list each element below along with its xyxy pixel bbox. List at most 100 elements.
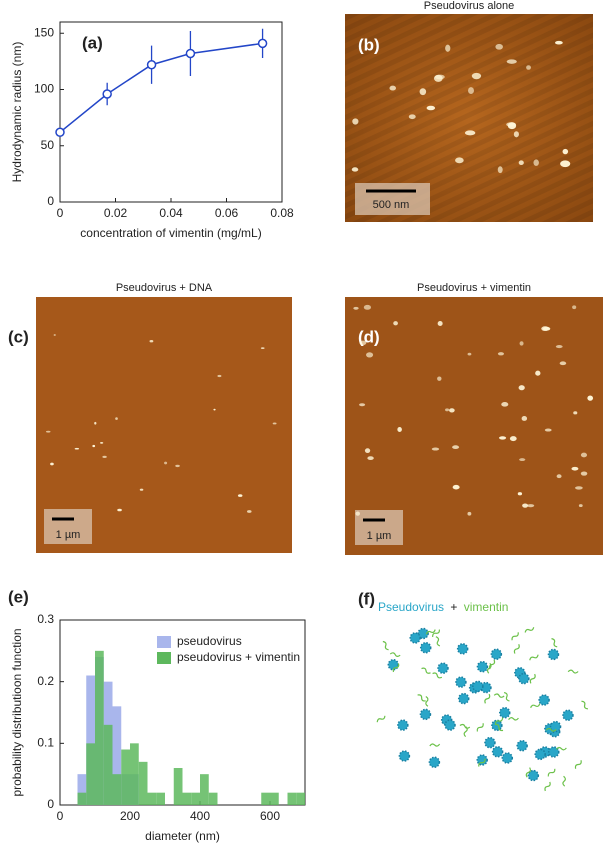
virus-icon — [562, 709, 574, 722]
vimentin-fiber — [530, 703, 541, 709]
afm-particle — [580, 471, 588, 476]
panel-label: (a) — [82, 33, 103, 52]
scale-label: 500 nm — [373, 199, 410, 211]
afm-particle — [351, 167, 359, 172]
vimentin-fiber — [547, 768, 556, 777]
vimentin-fiber — [525, 767, 532, 778]
image-title: Pseudovirus + vimentin — [417, 282, 531, 294]
x-tick-label: 0.04 — [159, 206, 183, 220]
x-tick-label: 0 — [57, 809, 64, 823]
afm-particle — [467, 352, 472, 356]
afm-particle — [535, 370, 541, 376]
afm-particle — [359, 340, 367, 346]
data-point — [55, 127, 65, 137]
vimentin-fiber — [484, 693, 491, 704]
vimentin-fiber — [432, 672, 443, 679]
afm-particle — [272, 422, 277, 425]
afm-particle — [573, 411, 578, 415]
afm-particle — [237, 494, 243, 497]
afm-particle — [353, 306, 359, 310]
afm-particle — [542, 326, 551, 331]
afm-particle — [555, 40, 563, 45]
afm-particle — [526, 65, 531, 70]
image-title: Pseudovirus alone — [424, 0, 515, 12]
virus-icon — [549, 720, 562, 733]
vimentin-fiber — [529, 673, 536, 684]
afm-particle — [437, 376, 442, 381]
afm-particle — [544, 428, 552, 432]
afm-particle — [495, 43, 503, 50]
x-tick-label: 0 — [57, 206, 64, 220]
hist-bar — [103, 724, 113, 805]
x-axis-label: concentration of vimentin (mg/mL) — [80, 226, 261, 240]
vimentin-fiber — [551, 638, 558, 648]
afm-particle — [389, 85, 396, 91]
virus-icon — [534, 748, 546, 761]
afm-particle — [452, 445, 460, 449]
y-tick-label: 0.2 — [37, 674, 54, 688]
vimentin-fiber — [435, 636, 441, 647]
vimentin-fiber — [425, 629, 436, 635]
data-point — [146, 60, 157, 70]
afm-particle — [45, 430, 51, 433]
vimentin-fiber — [476, 723, 484, 732]
hist-bar — [173, 768, 183, 805]
virus-icon — [491, 746, 504, 758]
vimentin-fiber — [544, 781, 551, 792]
virus-icon — [437, 662, 449, 674]
vimentin-fiber — [567, 669, 579, 674]
vimentin-fiber — [382, 640, 389, 651]
vimentin-fiber — [376, 715, 386, 723]
hist-bar — [138, 761, 148, 805]
vimentin-fiber — [478, 758, 486, 767]
afm-particle — [352, 118, 359, 125]
afm-particle — [580, 452, 588, 458]
afm-particle — [468, 87, 474, 95]
afm-particle — [501, 402, 509, 407]
hist-bar — [130, 743, 139, 805]
virus-icon — [397, 719, 409, 731]
afm-particle — [449, 408, 455, 413]
y-tick-label: 150 — [34, 25, 54, 39]
afm-particle — [213, 408, 216, 411]
image-title: Pseudovirus + DNA — [116, 282, 213, 294]
virus-icon — [490, 648, 503, 660]
vimentin-fiber — [574, 760, 582, 769]
afm-particle — [521, 415, 528, 421]
hist-bar — [112, 706, 122, 805]
afm-particle — [53, 334, 56, 336]
data-point — [185, 48, 196, 59]
hist-bar — [261, 792, 270, 805]
afm-particle — [559, 361, 567, 366]
afm-particle — [445, 408, 450, 412]
afm-particle — [575, 486, 583, 490]
afm-particle — [464, 130, 476, 136]
hist-bar — [86, 675, 95, 805]
afm-particle — [363, 304, 372, 310]
hist-bar — [287, 792, 297, 805]
data-point — [102, 89, 112, 99]
panel-label: (e) — [8, 587, 29, 606]
y-tick-label: 50 — [41, 138, 55, 152]
hist-bar — [270, 792, 279, 805]
afm-particle — [471, 72, 482, 80]
vimentin-fiber — [389, 652, 401, 657]
afm-particle — [562, 148, 569, 155]
data-point — [257, 38, 268, 49]
hist-bar — [296, 792, 305, 805]
vimentin-fiber — [417, 694, 426, 702]
afm-particle — [571, 466, 579, 471]
afm-particle — [467, 511, 472, 516]
afm-particle — [499, 436, 507, 440]
afm-particle — [572, 305, 577, 310]
afm-particle — [408, 114, 416, 120]
afm-particle — [519, 341, 524, 346]
afm-particle — [419, 88, 427, 96]
afm-features — [45, 40, 594, 516]
scale-label: 1 µm — [56, 529, 81, 541]
afm-particle — [100, 442, 104, 444]
virus-icon — [472, 680, 484, 693]
afm-particle — [431, 447, 440, 451]
vimentin-fiber — [529, 654, 539, 661]
diagram-title: Pseudovirus + vimentin — [378, 600, 508, 614]
